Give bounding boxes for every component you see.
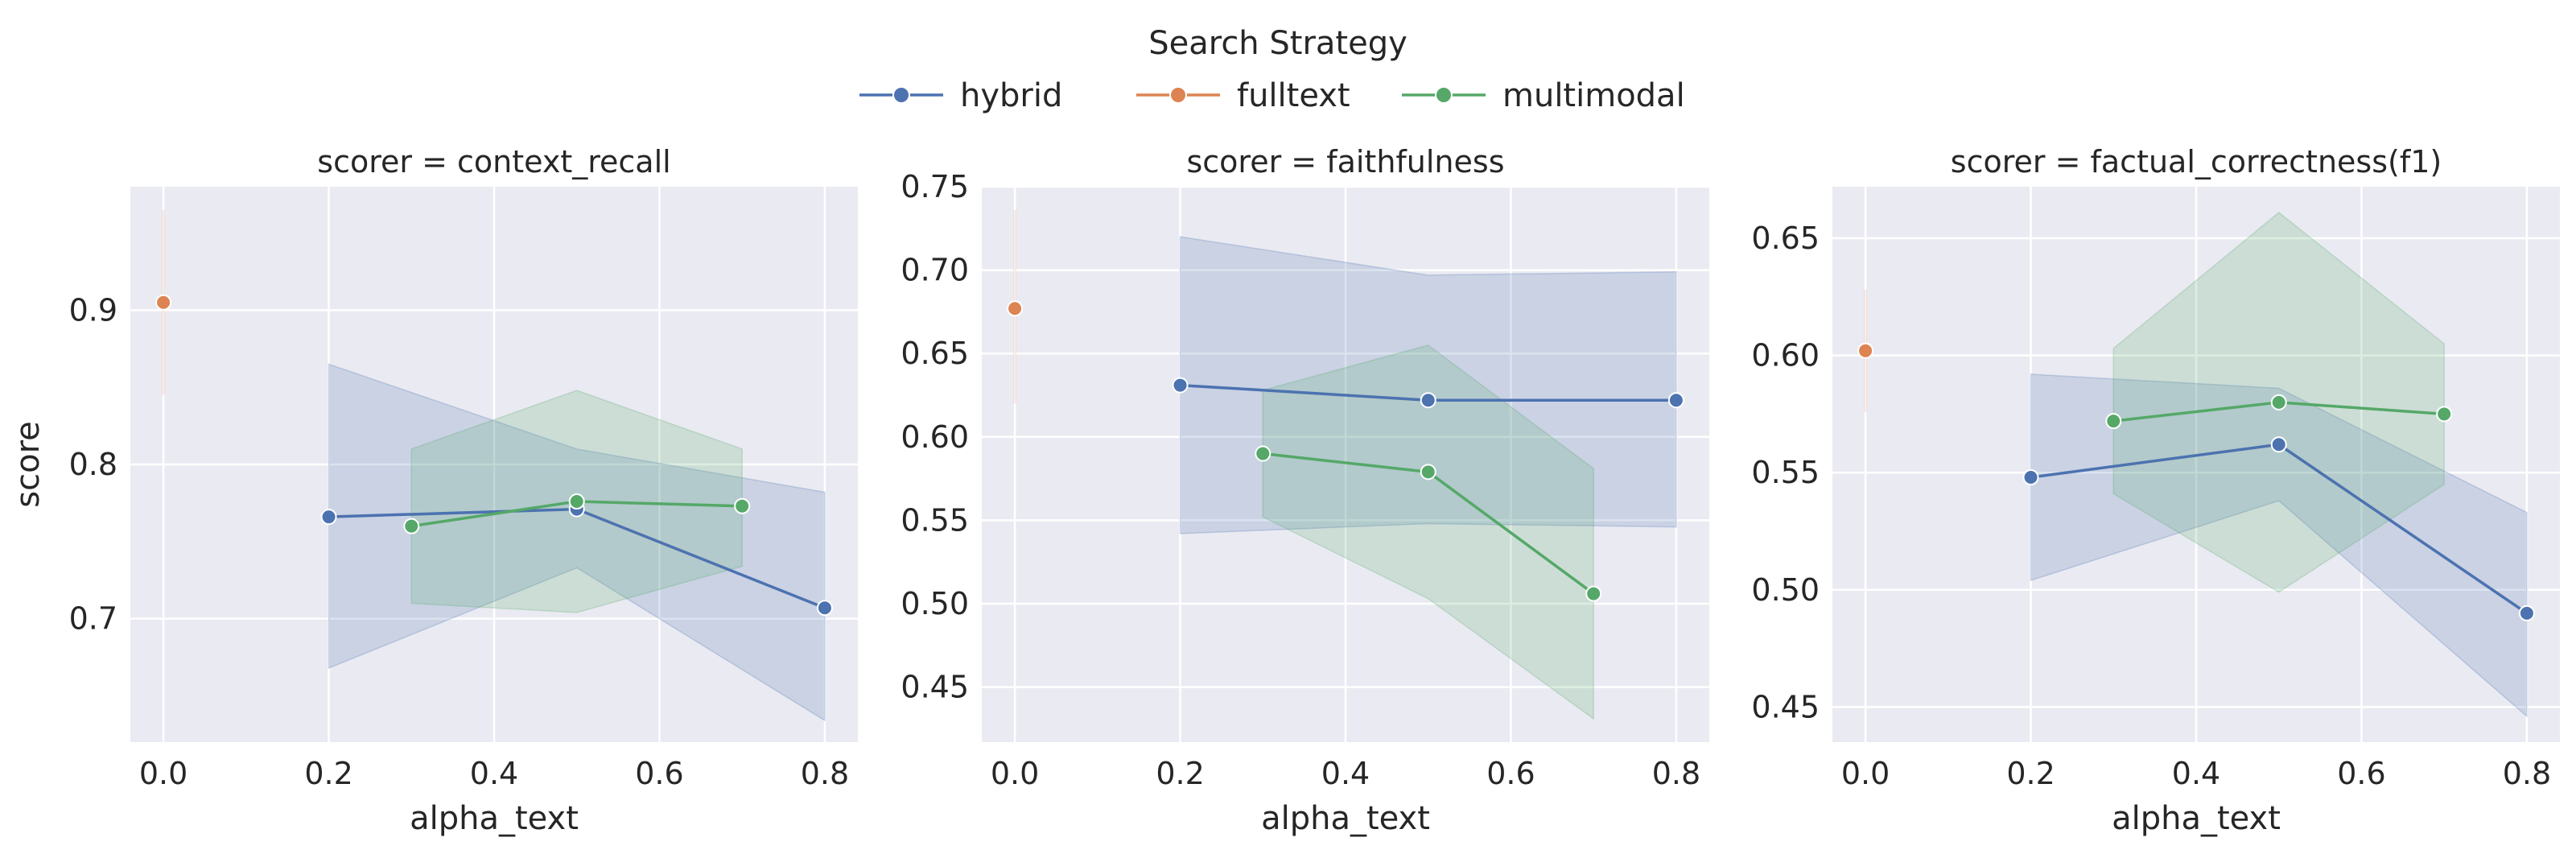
data-point-multimodal — [403, 518, 420, 534]
data-point-hybrid — [2270, 436, 2287, 453]
data-point-multimodal — [2270, 394, 2287, 410]
data-point-multimodal — [1255, 445, 1272, 462]
y-tick-label: 0.75 — [901, 169, 969, 204]
legend-label-multimodal: multimodal — [1502, 77, 1685, 114]
x-tick-label: 0.4 — [470, 756, 518, 791]
x-tick-label: 0.0 — [139, 756, 188, 791]
y-tick-label: 0.45 — [1751, 689, 1820, 724]
x-tick-label: 0.6 — [635, 756, 683, 791]
legend-entry-hybrid: hybrid — [859, 77, 1062, 114]
y-axis-label: score — [10, 421, 47, 507]
panel-title: scorer = factual_correctness(f1) — [1951, 144, 2442, 179]
data-point-fulltext — [1007, 300, 1024, 317]
y-tick-label: 0.45 — [901, 670, 969, 705]
data-point-hybrid — [1172, 377, 1189, 394]
legend-title: Search Strategy — [1148, 25, 1408, 62]
y-tick-label: 0.7 — [69, 601, 117, 637]
data-point-hybrid — [320, 509, 337, 526]
data-point-multimodal — [2436, 406, 2453, 423]
data-point-multimodal — [568, 493, 585, 510]
panels: 0.0 0.2 0.4 0.6 0.8 0.7 0.8 0.9 scorer = context… — [10, 144, 2560, 837]
x-tick-label: 0.0 — [1841, 756, 1890, 791]
y-tick-label: 0.65 — [1751, 221, 1820, 256]
y-tick-label: 0.50 — [901, 586, 969, 621]
data-point-hybrid — [2022, 469, 2039, 486]
panel-2: 0.0 0.2 0.4 0.6 0.8 0.45 0.50 0.55 0.60 0.65 0.70 0… — [901, 144, 1709, 837]
legend-label-fulltext: fulltext — [1237, 77, 1350, 114]
y-tick-label: 0.9 — [69, 292, 117, 328]
ci-band-hybrid — [328, 363, 826, 722]
data-point-multimodal — [1420, 464, 1436, 481]
y-tick-label: 0.8 — [69, 447, 117, 482]
panel-title: scorer = faithfulness — [1186, 144, 1504, 179]
x-tick-label: 0.4 — [1321, 756, 1370, 791]
data-point-multimodal — [2105, 413, 2122, 430]
y-tick-label: 0.55 — [901, 502, 969, 538]
y-tick-label: 0.55 — [1751, 455, 1820, 490]
legend-marker-hybrid — [892, 86, 910, 104]
legend-marker-multimodal — [1435, 86, 1453, 104]
x-tick-label: 0.2 — [1156, 756, 1204, 791]
data-point-fulltext — [155, 294, 172, 311]
data-point-hybrid — [816, 600, 833, 617]
y-tick-label: 0.60 — [1751, 338, 1820, 373]
panel-3: 0.0 0.2 0.4 0.6 0.8 0.45 0.50 0.55 0.60 0.65 score… — [1751, 144, 2560, 837]
x-tick-label: 0.4 — [2172, 756, 2220, 791]
data-point-hybrid — [1667, 392, 1684, 409]
panel-1: 0.0 0.2 0.4 0.6 0.8 0.7 0.8 0.9 scorer = context… — [10, 144, 858, 837]
y-tick-label: 0.60 — [901, 419, 969, 455]
data-point-hybrid — [1420, 392, 1436, 409]
x-axis-label: alpha_text — [410, 800, 579, 837]
data-point-hybrid — [2518, 604, 2535, 621]
x-tick-label: 0.0 — [991, 756, 1039, 791]
x-tick-label: 0.8 — [801, 756, 849, 791]
legend-entry-multimodal: multimodal — [1402, 77, 1685, 114]
x-tick-label: 0.6 — [2337, 756, 2385, 791]
x-tick-label: 0.2 — [304, 756, 352, 791]
x-axis-label: alpha_text — [1261, 800, 1430, 837]
legend: Search Strategy hybrid fulltext multimodal — [859, 25, 1685, 114]
x-tick-label: 0.8 — [2503, 756, 2551, 791]
data-point-fulltext — [1857, 342, 1874, 359]
x-tick-label: 0.8 — [1652, 756, 1700, 791]
y-tick-label: 0.50 — [1751, 572, 1820, 608]
y-tick-label: 0.65 — [901, 336, 969, 371]
legend-marker-fulltext — [1169, 86, 1187, 104]
data-point-multimodal — [734, 497, 751, 514]
legend-label-hybrid: hybrid — [960, 77, 1062, 114]
legend-entry-fulltext: fulltext — [1136, 77, 1350, 114]
x-tick-label: 0.6 — [1486, 756, 1535, 791]
x-axis-label: alpha_text — [2112, 800, 2281, 837]
panel-title: scorer = context_recall — [317, 144, 670, 179]
y-tick-label: 0.70 — [901, 253, 969, 288]
x-tick-label: 0.2 — [2006, 756, 2055, 791]
data-point-multimodal — [1585, 585, 1602, 602]
ci-band-multimodal — [1262, 344, 1594, 720]
